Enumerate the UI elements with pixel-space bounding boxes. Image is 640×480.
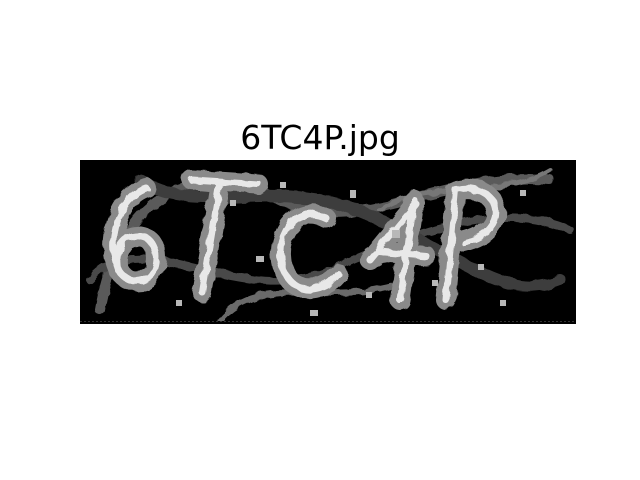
captcha-graphic	[80, 160, 576, 324]
captcha-bottom-edge	[80, 321, 576, 324]
captcha-glyphs	[109, 176, 500, 304]
glyph-P	[442, 185, 500, 304]
glyph-6	[109, 184, 160, 285]
captcha-image	[80, 160, 576, 324]
glyph-T	[188, 176, 262, 296]
figure-title: 6TC4P.jpg	[240, 118, 400, 157]
glyph-C	[276, 210, 342, 293]
captcha-speckles	[176, 182, 526, 316]
